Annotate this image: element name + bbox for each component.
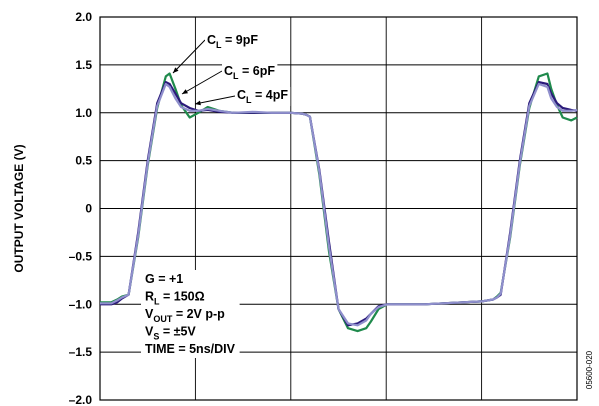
- annotation-arrowhead: [195, 100, 201, 106]
- annotation-label: CL = 6pF: [224, 64, 275, 81]
- annotation-label-bg: [205, 32, 261, 51]
- plot-frame: [99, 16, 578, 401]
- y-axis-label: OUTPUT VOLTAGE (V): [12, 144, 26, 272]
- annotation-leader: [172, 39, 206, 74]
- annotation-label: CL = 9pF: [207, 33, 258, 50]
- annotation-leader: [194, 95, 236, 105]
- figure-id: 05600-020: [585, 350, 594, 389]
- y-tick-label: –1.5: [69, 345, 93, 359]
- y-tick-label: 2.0: [75, 10, 92, 24]
- y-tick-label: 1.5: [75, 58, 92, 72]
- annotation-label-bg: [235, 87, 291, 106]
- y-tick-label: 0: [85, 202, 92, 216]
- condition-line: TIME = 5ns/DIV: [145, 342, 236, 356]
- y-tick-label: –2.0: [69, 393, 93, 406]
- y-tick-label: –1.0: [69, 297, 93, 311]
- annotations: CL = 9pF CL = 6pF CL = 4pF: [172, 32, 291, 106]
- condition-line: VS = ±5V: [145, 325, 196, 342]
- annotation-label: CL = 4pF: [237, 88, 288, 105]
- condition-line: G = +1: [145, 272, 183, 286]
- conditions-bg: [141, 270, 240, 358]
- series-line-3: [100, 82, 578, 327]
- series-group: [100, 72, 578, 333]
- annotation-arrowhead: [182, 89, 188, 94]
- condition-line: VOUT = 2V p-p: [145, 307, 225, 324]
- y-tick-label: 1.0: [75, 106, 92, 120]
- annotation-arrowhead: [173, 67, 179, 73]
- annotation-label-bg: [222, 63, 278, 82]
- annotation-leader: [181, 70, 223, 95]
- condition-line: RL = 150Ω: [145, 290, 205, 307]
- y-tick-label: 0.5: [75, 154, 92, 168]
- y-tick-label: –0.5: [69, 249, 93, 263]
- y-tick-labels: 2.0 1.5 1.0 0.5 0 –0.5 –1.0 –1.5 –2.0: [69, 10, 93, 406]
